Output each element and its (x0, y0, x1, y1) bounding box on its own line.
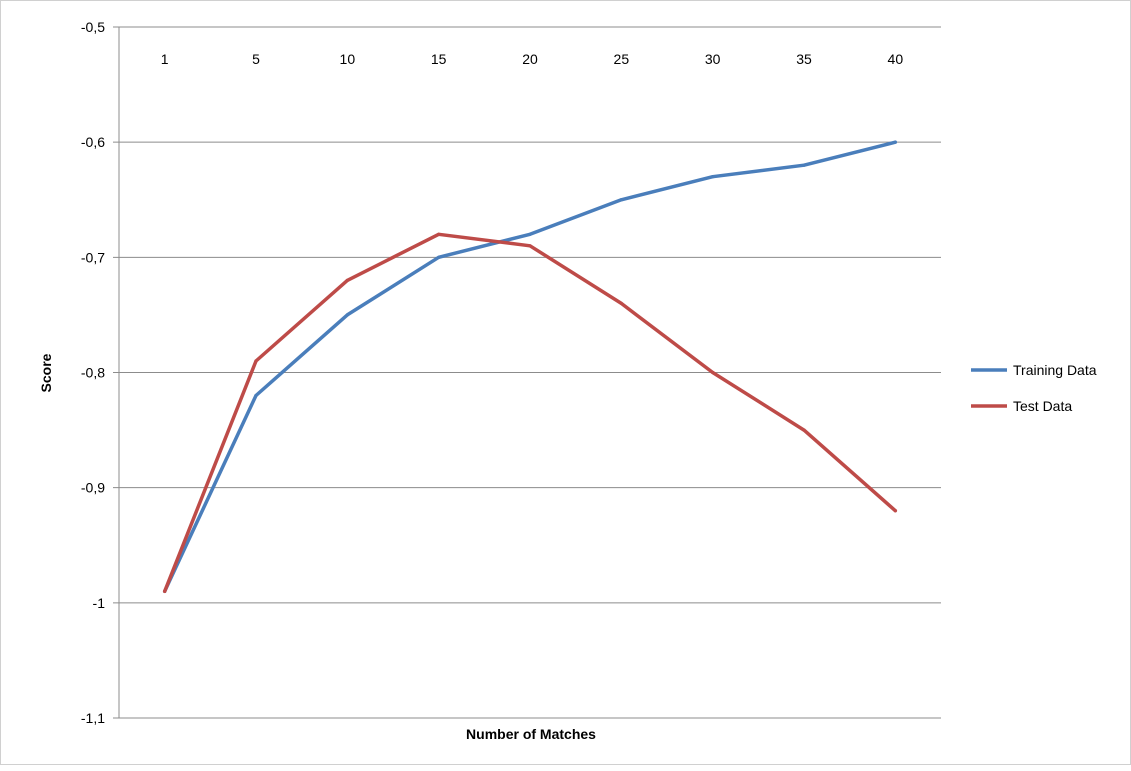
data-point (345, 313, 349, 317)
data-point (254, 393, 258, 398)
x-tick-label: 15 (431, 51, 447, 67)
y-tick-labels: -0,5 -0,6 -0,7 -0,8 -0,9 -1 -1,1 (81, 19, 105, 726)
x-tick-label: 5 (252, 51, 260, 67)
data-point (437, 232, 441, 236)
data-point (437, 255, 441, 259)
data-point (528, 232, 532, 236)
x-tick-label: 20 (522, 51, 538, 67)
x-axis-title: Number of Matches (466, 726, 596, 742)
data-point (893, 140, 897, 144)
data-point (345, 278, 349, 282)
y-tick-label: -0,9 (81, 480, 105, 496)
y-axis-title: Score (38, 353, 54, 392)
gridlines (113, 26, 941, 719)
data-point (893, 509, 897, 513)
x-tick-label: 30 (705, 51, 721, 67)
y-tick-label: -0,7 (81, 249, 105, 265)
x-tick-label: 35 (796, 51, 812, 67)
y-tick-label: -1 (93, 595, 106, 611)
data-point (711, 175, 715, 179)
y-tick-label: -0,8 (81, 365, 105, 381)
series-lines (162, 140, 898, 594)
series-line-test-data (162, 232, 898, 594)
y-tick-label: -0,6 (81, 134, 105, 150)
legend: Training Data Test Data (971, 362, 1097, 414)
series-line-training-data (162, 140, 898, 594)
legend-label: Training Data (1013, 362, 1097, 378)
data-point (711, 370, 715, 375)
x-tick-labels: 1 5 10 15 20 25 30 35 40 (161, 51, 904, 67)
data-point (163, 589, 167, 593)
data-point (254, 359, 258, 363)
x-tick-label: 25 (614, 51, 630, 67)
data-point (619, 198, 623, 202)
data-point (802, 163, 806, 167)
data-point (619, 301, 623, 305)
x-tick-label: 1 (161, 51, 169, 67)
data-point (528, 244, 532, 248)
x-tick-label: 10 (340, 51, 356, 67)
y-tick-label: -1,1 (81, 710, 105, 726)
y-tick-label: -0,5 (81, 19, 105, 35)
x-tick-label: 40 (888, 51, 904, 67)
legend-label: Test Data (1013, 398, 1072, 414)
data-point (802, 428, 806, 432)
